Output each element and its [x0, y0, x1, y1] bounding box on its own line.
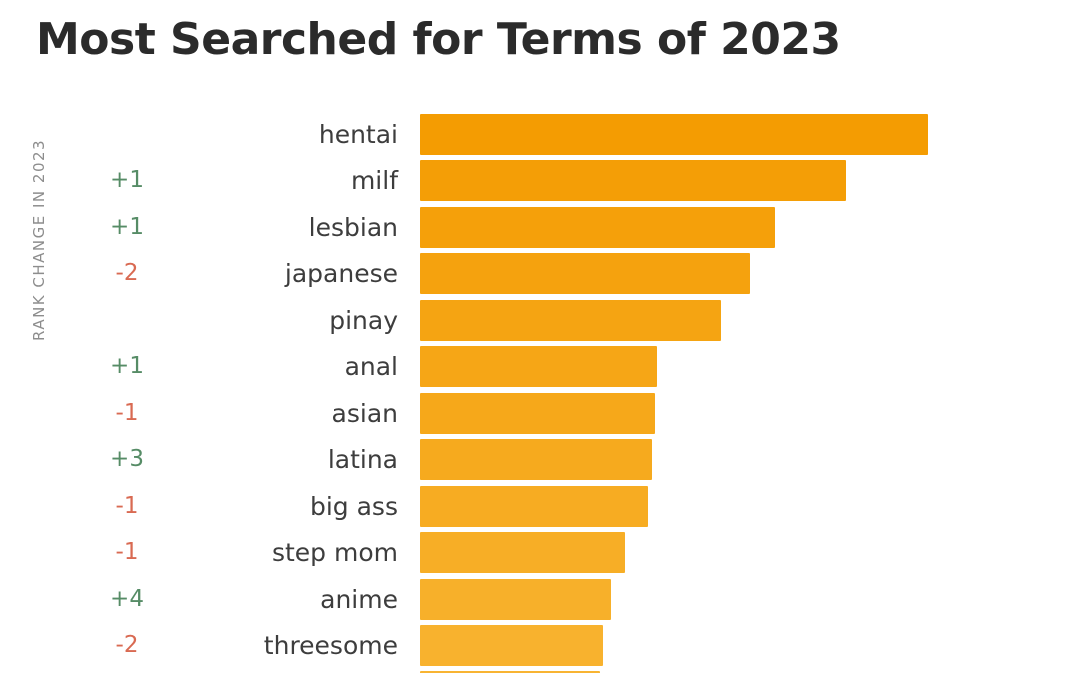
rank-change-value: -1	[115, 539, 139, 566]
term-bar	[420, 532, 625, 574]
term-label: anime	[320, 584, 398, 614]
term-bar	[420, 392, 655, 434]
chart-row: +1 anal	[0, 346, 1082, 388]
rank-change-value: -2	[115, 260, 139, 287]
rank-change-value: -1	[115, 399, 139, 426]
rank-change-value: +1	[110, 353, 144, 380]
chart-title: Most Searched for Terms of 2023	[36, 14, 841, 65]
term-label: hentai	[318, 120, 398, 149]
rank-change-value: -1	[115, 492, 139, 519]
term-label: big ass	[309, 491, 398, 521]
rank-change-value: +4	[110, 585, 144, 612]
chart-row: -2 japanese	[0, 253, 1082, 295]
term-bar	[420, 671, 600, 673]
chart-row: -1 step mom	[0, 532, 1082, 574]
term-bar	[420, 114, 928, 155]
rank-change-value: +1	[110, 213, 144, 240]
term-bar	[420, 578, 611, 620]
rank-change-value: +1	[110, 167, 144, 194]
term-bar	[420, 624, 603, 666]
term-bar	[420, 439, 652, 481]
term-bar	[420, 485, 648, 527]
chart-row: -2 threesome	[0, 624, 1082, 666]
term-bar	[420, 253, 750, 295]
term-label: step mom	[271, 538, 398, 568]
term-label: japanese	[284, 259, 398, 289]
rank-change-value: -2	[115, 631, 139, 658]
term-label: threesome	[263, 630, 398, 660]
chart-row: hentai	[0, 114, 1082, 155]
term-label: latina	[327, 445, 398, 475]
term-label: pinay	[329, 305, 398, 335]
chart-row: +4 anime	[0, 578, 1082, 620]
term-bar	[420, 299, 721, 341]
term-bar	[420, 206, 775, 248]
chart-row: pinay	[0, 299, 1082, 341]
chart-row: +1 milf	[0, 160, 1082, 202]
term-bar	[420, 346, 657, 388]
term-label: anal	[344, 352, 398, 382]
chart-row-partial	[0, 671, 1082, 673]
term-label: lesbian	[308, 212, 398, 242]
term-bar	[420, 160, 846, 202]
chart-row: -1 asian	[0, 392, 1082, 434]
chart-row: -1 big ass	[0, 485, 1082, 527]
chart-row: +1 lesbian	[0, 206, 1082, 248]
term-label: milf	[350, 166, 398, 196]
rank-change-value: +3	[110, 446, 144, 473]
chart-row: +3 latina	[0, 439, 1082, 481]
term-label: asian	[331, 398, 398, 428]
